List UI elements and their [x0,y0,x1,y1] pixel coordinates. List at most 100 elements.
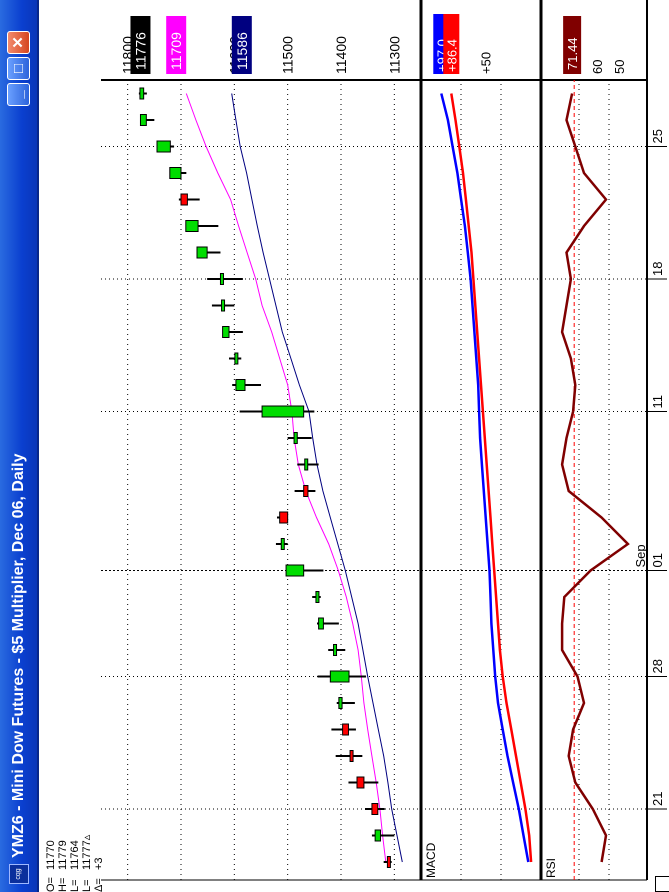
candle [331,723,356,736]
candle-body [285,564,305,577]
candle [297,458,319,471]
candle-body [261,405,305,418]
price-badge [231,16,252,74]
candle [294,485,316,497]
candle-body [169,167,182,179]
candle [277,511,289,524]
candle [335,750,363,762]
candle [178,193,200,206]
candle-body [303,485,309,497]
candle-body [222,326,230,338]
price-badge-label: 11586 [234,32,250,70]
candle [287,432,312,444]
candle-body [386,856,391,868]
scroll-box[interactable] [655,876,669,892]
price-badge-label: 11776 [132,32,148,70]
candle-body [156,140,171,153]
candle [229,352,242,365]
candle-body [293,432,298,444]
price-badge-label: 11709 [168,32,184,70]
rsi-label: RSI [544,858,558,878]
month-label: Sep [633,544,648,567]
chart-area[interactable]: O=11770 H=11779 L=11764 L=11777▵ Δ=+3 MA… [39,0,669,892]
macd-badge [443,14,460,74]
candle-body [221,299,226,312]
candle-body [318,617,324,630]
ma-fast-line [185,93,387,863]
date-tick-label: 28 [650,659,665,673]
candle-body [333,644,338,656]
candle [328,644,346,656]
minimize-button[interactable]: _ [7,83,30,106]
rsi-line [560,93,630,863]
candle-body [139,87,145,100]
date-tick-label: 01 [650,553,665,567]
rsi-badge [563,16,582,74]
candle [285,564,324,577]
candle-body [234,352,239,365]
window-title: YMZ6 - Mini Dow Futures - $5 Multiplier,… [10,453,27,858]
candles-layer [138,87,395,868]
candle-body [185,220,199,232]
macd-label: MACD [424,842,438,878]
candle [211,299,235,312]
candle-body [315,591,320,603]
candle-body [180,193,188,206]
candle-body [219,273,224,285]
date-tick-label: 11 [650,395,665,409]
candle [317,670,367,683]
candle [383,856,392,868]
candle [169,167,187,179]
rsi-tick-label: 60 [590,60,605,74]
macd-signal-line [450,93,533,863]
candle [138,87,147,100]
candle-body [196,246,208,259]
macd-badge-label: +86.4 [444,39,459,72]
date-tick-label: 21 [650,792,665,806]
candle [239,405,315,418]
candle [312,591,321,603]
price-tick-label: 11500 [280,36,296,74]
moving-average-layer [185,93,403,863]
candle-body [235,379,246,391]
macd-line [440,93,530,863]
candle-body [280,538,285,550]
candle [207,273,243,285]
candle [232,379,261,391]
candle-body [371,803,379,815]
maximize-button[interactable]: □ [7,57,30,80]
grid-layer [101,80,647,880]
price-tick-label: 11300 [386,36,402,74]
candle [371,829,395,842]
candle [156,140,175,153]
candle [348,776,379,789]
rsi-tick-label: 50 [612,60,627,74]
candle [336,697,355,709]
candle [185,220,219,232]
candle [196,246,221,259]
macd-layer [440,93,533,863]
candle-body [349,750,354,762]
date-tick-label: 25 [650,129,665,143]
candle [317,617,339,630]
candle-body [304,458,309,471]
ma-slow-line [231,93,403,863]
candle [222,326,243,338]
rsi-layer [560,80,630,880]
candle-body [279,511,289,524]
candle-body [329,670,350,683]
date-tick-label: 18 [650,262,665,276]
title-bar[interactable]: cqg YMZ6 - Mini Dow Futures - $5 Multipl… [0,0,39,892]
price-badge [130,16,151,74]
candle [275,538,288,550]
price-tick-label: 11400 [333,36,349,74]
close-button[interactable]: ✕ [7,31,30,54]
candle-body [342,723,349,736]
macd-tick-label: +50 [479,52,494,74]
candle-body [374,829,381,842]
candle [139,114,155,126]
